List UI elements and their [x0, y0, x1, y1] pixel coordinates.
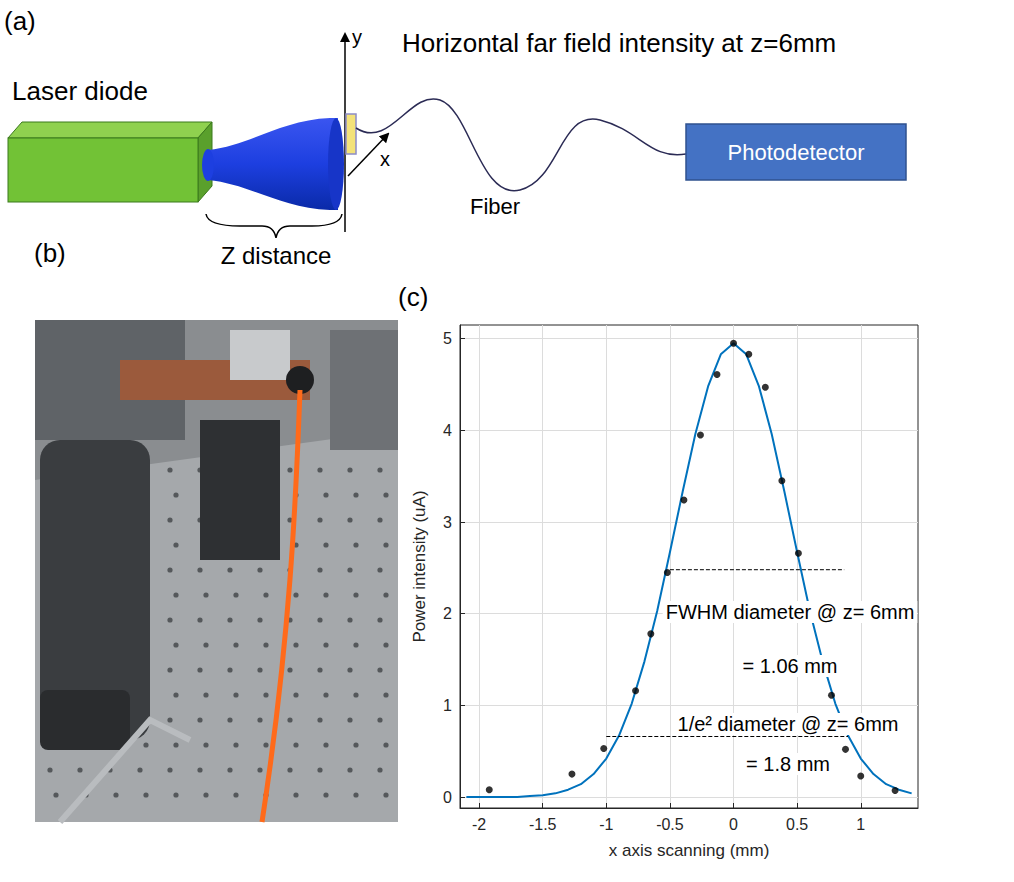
svg-text:1/e² diameter @ z= 6mm: 1/e² diameter @ z= 6mm	[678, 713, 899, 735]
svg-text:0: 0	[443, 789, 452, 806]
svg-text:Horizontal far field intensity: Horizontal far field intensity at z=6mm	[402, 28, 836, 58]
svg-text:Photodetector: Photodetector	[728, 140, 865, 165]
svg-text:FWHM diameter @ z= 6mm: FWHM diameter @ z= 6mm	[666, 601, 915, 623]
svg-text:x axis scanning (mm): x axis scanning (mm)	[609, 841, 770, 860]
svg-text:= 1.06 mm: = 1.06 mm	[742, 655, 837, 677]
svg-text:0.5: 0.5	[786, 816, 808, 833]
svg-text:Z distance: Z distance	[221, 242, 332, 269]
svg-text:Laser diode: Laser diode	[12, 76, 148, 106]
svg-text:(a): (a)	[4, 6, 36, 36]
svg-text:= 1.8 mm: = 1.8 mm	[746, 753, 830, 775]
svg-text:x: x	[380, 148, 390, 170]
svg-text:-2: -2	[472, 816, 486, 833]
svg-text:-1.5: -1.5	[529, 816, 557, 833]
svg-text:(c): (c)	[398, 282, 428, 312]
svg-text:0: 0	[729, 816, 738, 833]
svg-text:(b): (b)	[34, 238, 66, 268]
svg-text:3: 3	[443, 514, 452, 531]
svg-text:-1: -1	[599, 816, 613, 833]
svg-text:Power intensity (uA): Power intensity (uA)	[410, 490, 429, 642]
svg-text:Fiber: Fiber	[470, 194, 520, 219]
svg-text:1: 1	[856, 816, 865, 833]
svg-text:1: 1	[443, 697, 452, 714]
svg-text:2: 2	[443, 605, 452, 622]
svg-text:4: 4	[443, 422, 452, 439]
svg-text:y: y	[352, 26, 362, 48]
svg-text:-0.5: -0.5	[656, 816, 684, 833]
svg-text:5: 5	[443, 330, 452, 347]
